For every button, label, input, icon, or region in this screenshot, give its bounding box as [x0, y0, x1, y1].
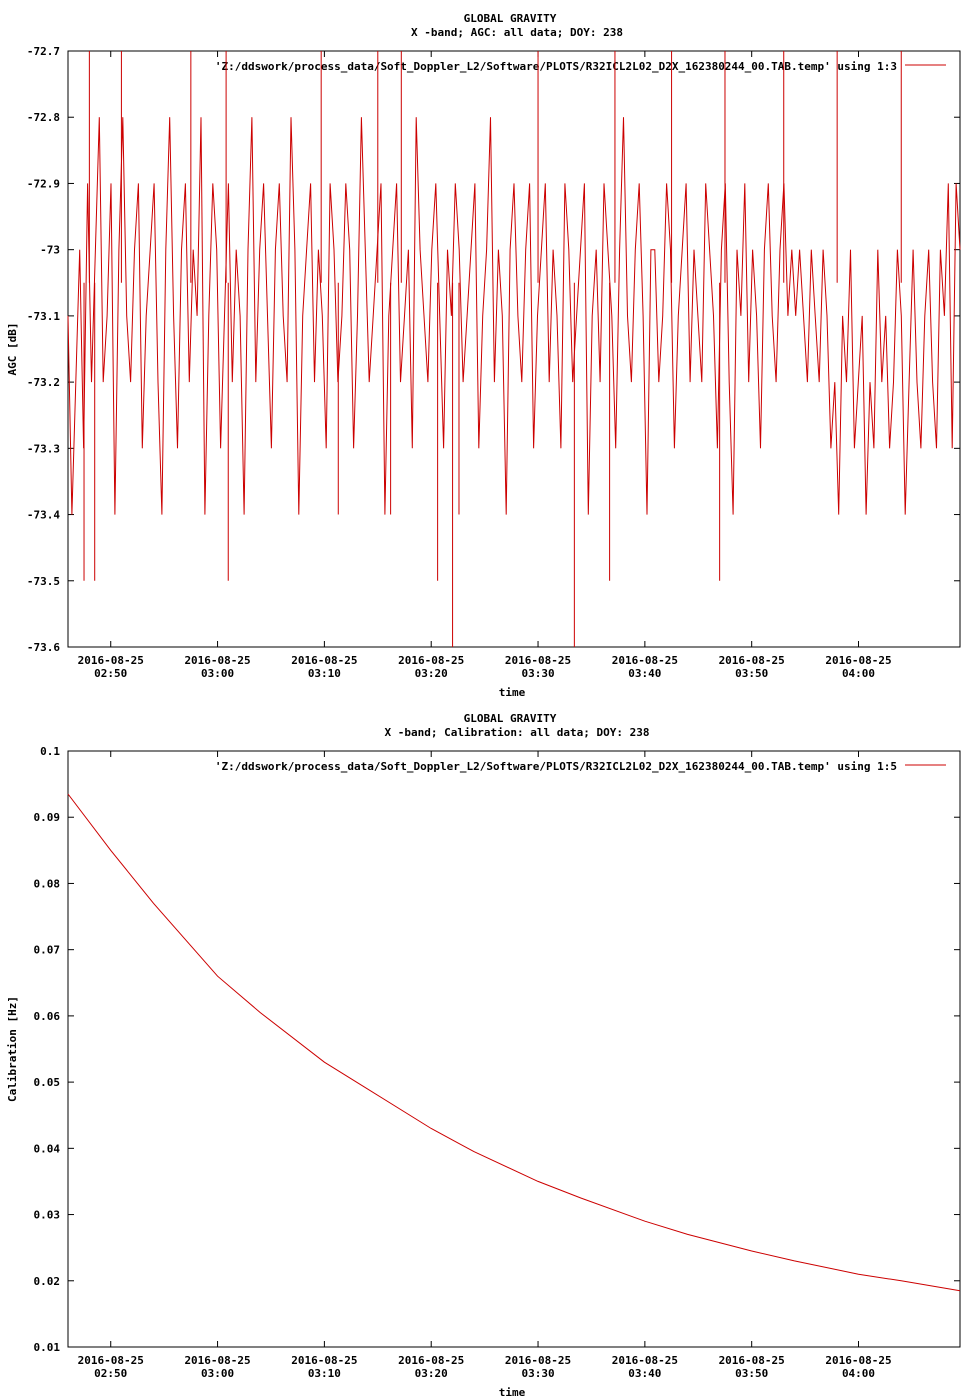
agc-ytick-label: -73.4: [27, 509, 60, 522]
agc-ytick-label: -73.2: [27, 376, 60, 389]
cal-series-line: [67, 793, 961, 1292]
agc-ytick-label: -73.1: [27, 310, 60, 323]
cal-xtick-time: 03:20: [415, 1367, 448, 1380]
cal-ytick-label: 0.03: [34, 1209, 61, 1222]
agc-title: GLOBAL GRAVITY: [464, 12, 557, 25]
cal-ytick-label: 0.01: [34, 1341, 61, 1354]
cal-y-label: Calibration [Hz]: [6, 996, 19, 1102]
agc-series: [67, 51, 961, 647]
agc-ytick-label: -73.5: [27, 575, 60, 588]
cal-xtick-time: 03:50: [735, 1367, 768, 1380]
agc-xtick-date: 2016-08-25: [719, 654, 785, 667]
agc-xtick-date: 2016-08-25: [291, 654, 357, 667]
agc-plot-frame: [67, 50, 961, 648]
cal-xtick-date: 2016-08-25: [78, 1354, 144, 1367]
agc-legend-label: 'Z:/ddswork/process_data/Soft_Doppler_L2…: [215, 60, 897, 73]
agc-ytick-label: -72.9: [27, 177, 60, 190]
cal-xtick-time: 02:50: [94, 1367, 127, 1380]
agc-xtick-time: 03:50: [735, 667, 768, 680]
agc-x-axis: 2016-08-2502:502016-08-2503:002016-08-25…: [78, 51, 892, 680]
cal-xtick-time: 03:30: [521, 1367, 554, 1380]
cal-xtick-date: 2016-08-25: [719, 1354, 785, 1367]
agc-y-label: AGC [dB]: [6, 323, 19, 376]
agc-ytick-label: -73: [40, 244, 60, 257]
agc-legend: 'Z:/ddswork/process_data/Soft_Doppler_L2…: [215, 60, 946, 73]
agc-xtick-date: 2016-08-25: [825, 654, 891, 667]
cal-xtick-date: 2016-08-25: [184, 1354, 250, 1367]
cal-xtick-time: 03:00: [201, 1367, 234, 1380]
agc-ytick-label: -72.7: [27, 45, 60, 58]
cal-ytick-label: 0.07: [34, 944, 61, 957]
cal-y-axis: 0.1 0.09 0.08 0.07 0.06 0.05 0.04 0.03 0.02 0.01: [34, 745, 960, 1354]
agc-panel: GLOBAL GRAVITY X -band; AGC: all data; D…: [6, 12, 961, 699]
agc-xtick-time: 03:30: [521, 667, 554, 680]
agc-xtick-date: 2016-08-25: [505, 654, 571, 667]
cal-xtick-time: 03:40: [628, 1367, 661, 1380]
cal-ytick-label: 0.09: [34, 811, 61, 824]
cal-title: GLOBAL GRAVITY: [464, 712, 557, 725]
cal-xtick-time: 04:00: [842, 1367, 875, 1380]
cal-ytick-label: 0.08: [34, 877, 61, 890]
agc-xtick-date: 2016-08-25: [398, 654, 464, 667]
agc-xtick-time: 03:10: [308, 667, 341, 680]
cal-xtick-date: 2016-08-25: [291, 1354, 357, 1367]
cal-ytick-label: 0.06: [34, 1010, 61, 1023]
cal-xtick-date: 2016-08-25: [398, 1354, 464, 1367]
cal-legend-label: 'Z:/ddswork/process_data/Soft_Doppler_L2…: [215, 760, 897, 773]
agc-ytick-label: -73.6: [27, 641, 60, 654]
cal-x-axis: 2016-08-2502:502016-08-2503:002016-08-25…: [78, 751, 892, 1380]
agc-xtick-date: 2016-08-25: [184, 654, 250, 667]
agc-xtick-time: 03:20: [415, 667, 448, 680]
cal-xtick-date: 2016-08-25: [505, 1354, 571, 1367]
cal-plot-frame: [67, 750, 961, 1348]
cal-ytick-label: 0.05: [34, 1076, 61, 1089]
cal-xtick-date: 2016-08-25: [612, 1354, 678, 1367]
agc-xtick-date: 2016-08-25: [78, 654, 144, 667]
agc-subtitle: X -band; AGC: all data; DOY: 238: [411, 26, 623, 39]
cal-subtitle: X -band; Calibration: all data; DOY: 238: [385, 726, 650, 739]
cal-ytick-label: 0.02: [34, 1275, 61, 1288]
agc-xtick-time: 04:00: [842, 667, 875, 680]
cal-xtick-time: 03:10: [308, 1367, 341, 1380]
agc-xtick-time: 03:40: [628, 667, 661, 680]
cal-x-label: time: [499, 1386, 526, 1399]
calibration-panel: GLOBAL GRAVITY X -band; Calibration: all…: [6, 712, 961, 1399]
agc-ytick-label: -72.8: [27, 111, 60, 124]
agc-y-axis: -72.7 -72.8 -72.9 -73 -73.1 -73.2 -73.3 -73.4 -7…: [27, 45, 960, 654]
cal-xtick-date: 2016-08-25: [825, 1354, 891, 1367]
cal-series: [67, 793, 961, 1292]
agc-x-label: time: [499, 686, 526, 699]
cal-ytick-label: 0.04: [34, 1142, 61, 1155]
agc-xtick-time: 02:50: [94, 667, 127, 680]
agc-ytick-label: -73.3: [27, 442, 60, 455]
agc-xtick-time: 03:00: [201, 667, 234, 680]
agc-series-line: [67, 117, 961, 515]
cal-ytick-label: 0.1: [40, 745, 60, 758]
agc-xtick-date: 2016-08-25: [612, 654, 678, 667]
cal-legend: 'Z:/ddswork/process_data/Soft_Doppler_L2…: [215, 760, 946, 773]
